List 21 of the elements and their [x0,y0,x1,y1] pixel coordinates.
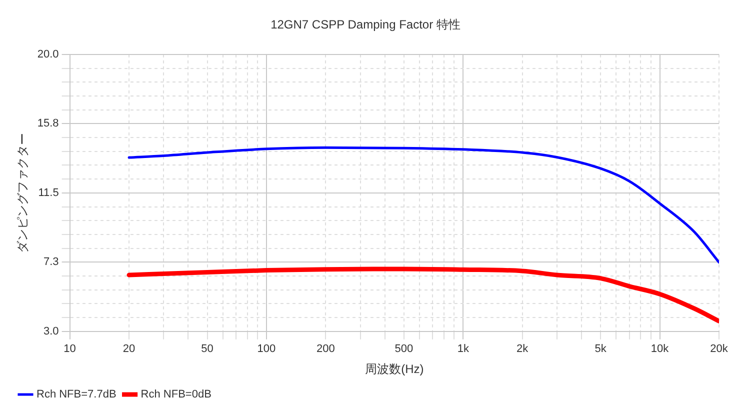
x-tick-label: 500 [394,343,414,356]
x-axis-title: 周波数(Hz) [365,362,424,376]
x-tick-label: 10k [650,343,670,356]
y-axis-title: ダンピングファクター [16,132,30,253]
x-tick-label: 2k [516,343,529,356]
x-tick-label: 200 [316,343,335,356]
y-tick-label: 20.0 [37,48,59,60]
x-tick-label: 10 [64,343,76,356]
y-tick-label: 15.8 [37,118,59,130]
legend-label: Rch NFB=7.7dB [36,388,116,401]
y-tick-label: 11.5 [38,186,59,199]
legend-label: Rch NFB=0dB [140,388,212,401]
y-tick-label: 3.0 [44,325,59,338]
x-tick-label: 20k [710,343,728,356]
x-tick-label: 5k [594,343,607,356]
x-tick-label: 100 [257,343,276,356]
chart-title: 12GN7 CSPP Damping Factor 特性 [270,18,460,32]
x-tick-label: 20 [122,343,136,356]
y-tick-label: 7.3 [44,256,59,268]
x-tick-label: 1k [457,343,470,356]
x-tick-label: 50 [201,343,214,356]
